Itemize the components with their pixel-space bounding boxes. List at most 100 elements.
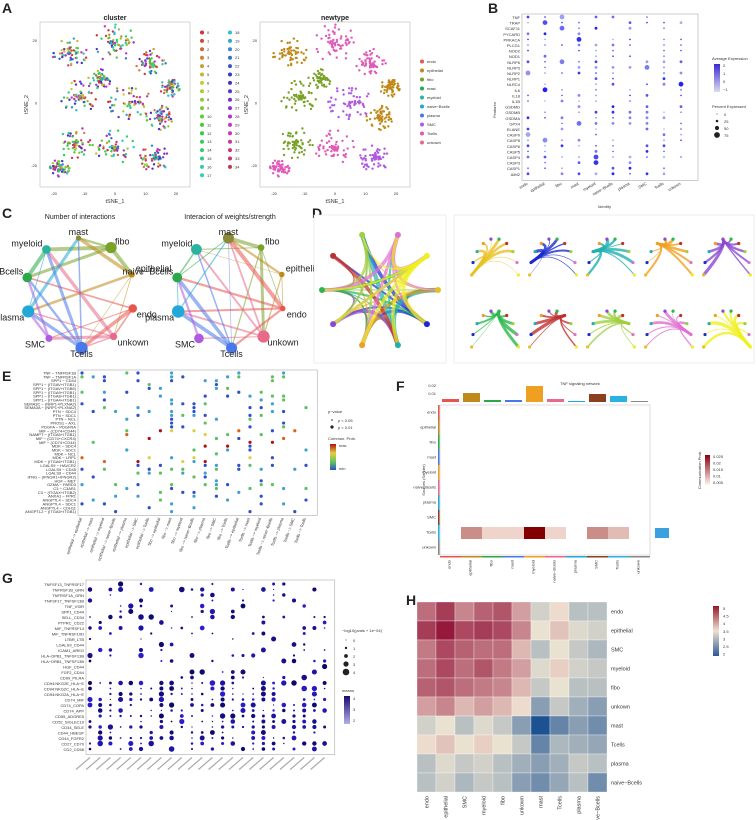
- expr-tick: 1: [723, 71, 726, 76]
- g-dot: [118, 691, 123, 697]
- newtype-point: [345, 43, 348, 47]
- heat-row-label: endo: [611, 610, 623, 616]
- heat-cell: [435, 639, 456, 660]
- cluster-point: [102, 145, 105, 148]
- newtype-point: [390, 120, 393, 123]
- small-chord-node: [605, 309, 609, 313]
- g-dot: [139, 698, 143, 701]
- newtype-point: [318, 144, 322, 147]
- g-dot: [250, 702, 256, 708]
- newtype-point: [280, 51, 284, 55]
- tnf-legend-tick: 0.025: [713, 454, 724, 459]
- small-chord-node: [539, 313, 543, 318]
- tnf-cell: [503, 527, 524, 539]
- expr-dot: [576, 121, 582, 126]
- lr-bubble: [80, 467, 84, 471]
- lr-bubble: [270, 483, 274, 487]
- cluster-point: [162, 91, 166, 95]
- newtype-plot-ytick: 0: [255, 101, 258, 106]
- newtype-point: [322, 145, 325, 148]
- lr-bubble: [136, 371, 140, 375]
- newtype-point: [291, 143, 295, 147]
- newtype-point: [358, 57, 361, 61]
- newtype-point: [282, 153, 286, 157]
- g-dot: [211, 659, 214, 663]
- g-dot: [138, 652, 144, 659]
- top-tick: 0.02: [428, 383, 437, 388]
- small-chord-node: [679, 313, 683, 318]
- lr-bubble: [282, 371, 286, 375]
- g-p-legend-dot: [345, 639, 347, 641]
- small-chord-node: [497, 309, 501, 313]
- cluster-point: [135, 95, 139, 99]
- col-strip: [482, 556, 503, 558]
- heat-colorbar: [713, 606, 719, 656]
- cluster-legend-dot: [228, 122, 232, 127]
- weights-net-edge: [195, 249, 233, 349]
- small-chord-node: [729, 309, 733, 313]
- g-pair-label: CD55_ADGRE5: [55, 714, 85, 719]
- g-p-legend-dot: [343, 661, 349, 667]
- cluster-point: [78, 151, 81, 154]
- heat-cell: [587, 753, 608, 774]
- small-chord-node: [631, 260, 635, 265]
- g-dot: [231, 725, 235, 729]
- newtype-point: [378, 122, 382, 125]
- expr-dot: [611, 43, 615, 47]
- feature-label: NLRP2: [507, 71, 521, 76]
- newtype-point: [328, 145, 331, 149]
- g-dot: [129, 692, 133, 696]
- g-means-legend-title: means: [342, 688, 354, 693]
- interactions-net-node-label: naive−Bcells: [0, 266, 24, 276]
- prob-tick: min: [339, 466, 345, 471]
- cluster-point: [91, 76, 95, 80]
- expr-dot: [663, 27, 665, 30]
- lr-bubble: [282, 394, 286, 398]
- cluster-point: [152, 154, 156, 157]
- cluster-point: [124, 41, 127, 45]
- newtype-legend-dot: [420, 95, 424, 100]
- heat-cell: [530, 620, 551, 641]
- heat-cell: [492, 772, 513, 793]
- lr-bubble: [192, 406, 196, 410]
- newtype-point: [372, 47, 375, 51]
- cluster-point: [148, 117, 152, 121]
- g-pair-label: SPP1_CD44: [61, 610, 84, 615]
- newtype-point: [383, 88, 386, 92]
- newtype-point: [315, 47, 318, 51]
- tnf-top-bar: [505, 400, 522, 402]
- cluster-point: [101, 68, 104, 72]
- g-dot: [271, 692, 276, 696]
- feature-label: PYCARD: [503, 32, 520, 37]
- cluster-point: [51, 172, 55, 175]
- small-chord-node: [569, 322, 573, 326]
- newtype-point: [277, 163, 281, 166]
- cluster-point: [153, 109, 156, 112]
- newtype-point: [298, 80, 302, 83]
- feature-label: CASP1: [507, 166, 521, 171]
- lr-bubble: [136, 379, 140, 383]
- expr-dot: [542, 137, 548, 143]
- newtype-point: [311, 143, 314, 147]
- newtype-point: [331, 40, 334, 43]
- tnf-legend-tick: 0.01: [713, 474, 722, 479]
- small-chord-node: [587, 260, 591, 265]
- expr-dot: [611, 15, 615, 19]
- cluster-point: [99, 80, 103, 84]
- lr-bubble: [91, 440, 95, 444]
- cluster-point: [164, 120, 167, 123]
- g-dot: [108, 648, 113, 652]
- lr-bubble: [214, 467, 218, 471]
- cluster-point: [160, 112, 163, 115]
- lr-bubble: [270, 463, 274, 467]
- lr-bubble: [80, 456, 84, 460]
- cluster-point: [112, 154, 115, 158]
- lr-bubble: [282, 421, 286, 425]
- weights-net-edge: [227, 237, 283, 276]
- g-pair-label: MIF_TNFRSF10D: [52, 632, 84, 637]
- small-chord-node: [747, 332, 751, 337]
- g-pair-label: CD74_COPA: [61, 703, 85, 708]
- expr-dot: [544, 66, 546, 69]
- cluster-point: [150, 144, 154, 147]
- expr-dot: [645, 144, 649, 148]
